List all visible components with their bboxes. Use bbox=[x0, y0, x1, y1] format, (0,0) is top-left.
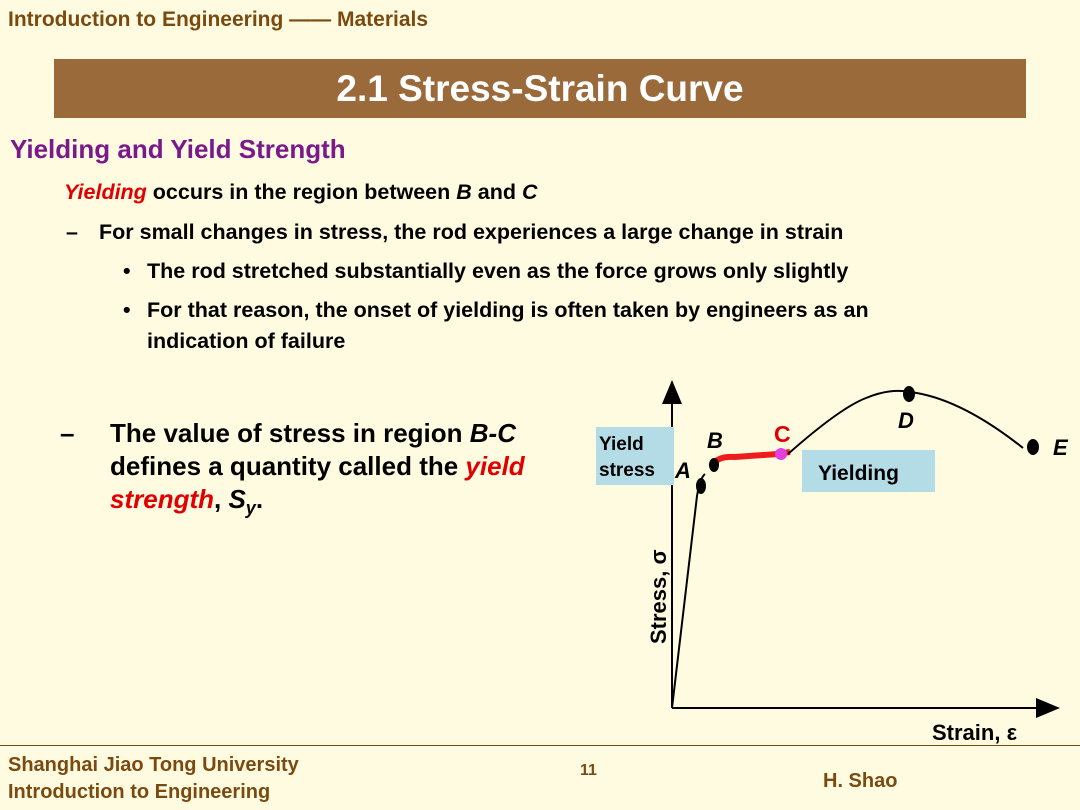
stress-strain-diagram: Yield stress Yielding A B C D E Stress, … bbox=[596, 380, 1069, 745]
section-heading: Yielding and Yield Strength bbox=[10, 134, 346, 164]
x-axis-label: Strain, ε bbox=[932, 720, 1018, 745]
point-c bbox=[775, 448, 787, 460]
yield-strength-text: The value of stress in region B-C define… bbox=[110, 417, 560, 525]
footer-university: Shanghai Jiao Tong University bbox=[8, 754, 299, 776]
y-axis-label: Stress, σ bbox=[646, 549, 671, 644]
page-number: 11 bbox=[580, 762, 597, 779]
intro-line: Yielding occurs in the region between B … bbox=[64, 180, 537, 205]
course-header: Introduction to Engineering —— Materials bbox=[8, 8, 429, 31]
main-bc: B-C bbox=[469, 418, 516, 448]
point-d bbox=[903, 386, 915, 402]
footer-author: H. Shao bbox=[823, 770, 898, 792]
elastic-region-curve bbox=[671, 473, 706, 709]
point-e bbox=[1027, 439, 1039, 455]
main-text-1: The value of stress in region bbox=[110, 418, 470, 448]
label-a: A bbox=[674, 458, 691, 483]
bullet-marker: • bbox=[123, 259, 131, 283]
main-text-2: defines a quantity called the bbox=[110, 451, 466, 481]
label-e: E bbox=[1053, 435, 1069, 460]
bullet-marker: • bbox=[123, 298, 131, 322]
main-end: . bbox=[255, 484, 264, 514]
yield-stress-box bbox=[596, 427, 674, 485]
sub-point-2-line-2: indication of failure bbox=[147, 329, 346, 353]
intro-text-2: and bbox=[471, 180, 522, 204]
intro-text-1: occurs in the region between bbox=[146, 180, 457, 204]
footer-left: Shanghai Jiao Tong University Introducti… bbox=[8, 752, 299, 806]
main-s-subscript: y bbox=[245, 498, 256, 519]
label-c: C bbox=[774, 421, 791, 447]
main-text-3: , bbox=[214, 484, 229, 514]
point-b bbox=[709, 458, 719, 472]
dash-marker: – bbox=[66, 220, 78, 244]
dash-marker: – bbox=[60, 418, 75, 448]
main-s: S bbox=[228, 484, 246, 514]
footer-course: Introduction to Engineering bbox=[8, 781, 271, 803]
yield-stress-label-2: stress bbox=[599, 460, 655, 481]
slide-title: 2.1 Stress-Strain Curve bbox=[54, 59, 1026, 118]
sub-point-1: The rod stretched substantially even as … bbox=[147, 259, 849, 283]
main-emphasis: yield strength bbox=[110, 451, 525, 514]
yielding-label: Yielding bbox=[818, 462, 899, 485]
point-a bbox=[696, 478, 706, 494]
sub-point-2-line-1: For that reason, the onset of yielding i… bbox=[147, 298, 869, 322]
intro-emphasis: Yielding bbox=[64, 180, 147, 204]
intro-c: C bbox=[521, 180, 538, 204]
label-d: D bbox=[898, 408, 914, 433]
intro-b: B bbox=[456, 180, 472, 204]
hardening-curve bbox=[787, 389, 1024, 455]
yield-stress-label-1: Yield bbox=[599, 434, 644, 455]
point-1: For small changes in stress, the rod exp… bbox=[99, 220, 844, 244]
label-b: B bbox=[707, 428, 723, 453]
yielding-box bbox=[802, 450, 935, 492]
footer-divider bbox=[0, 745, 1080, 746]
